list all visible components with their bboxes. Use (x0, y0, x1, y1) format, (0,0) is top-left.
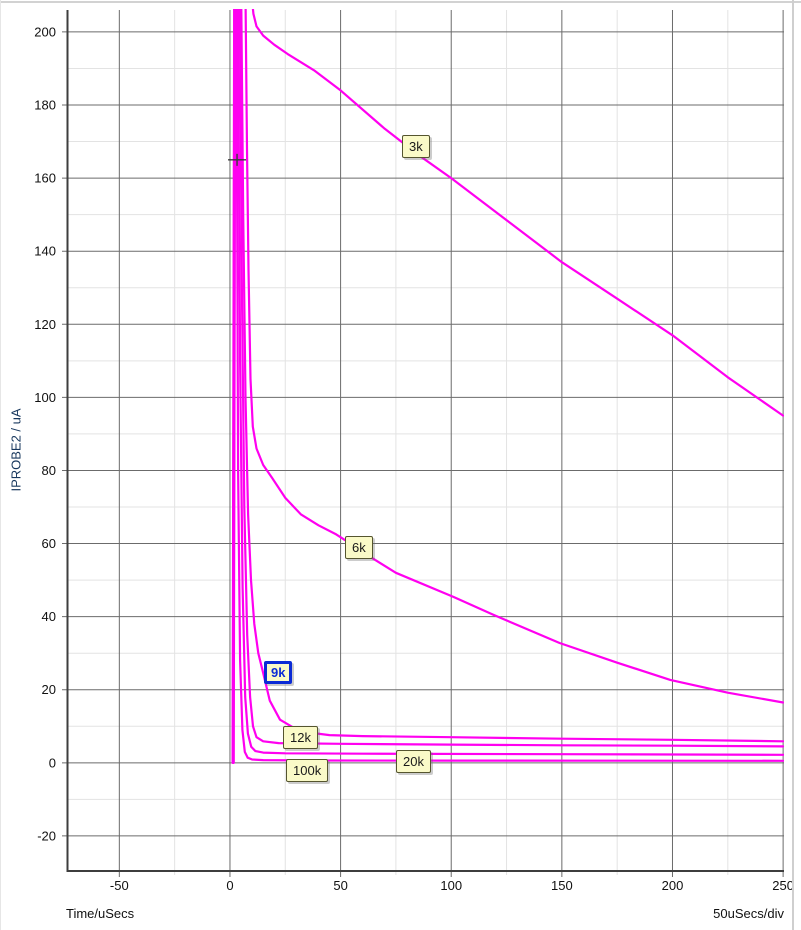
curve-20k[interactable] (232, 0, 784, 764)
curve-label-20k[interactable]: 20k (396, 750, 431, 773)
x-axis-scale-per-div: 50uSecs/div (713, 906, 784, 921)
curve-100k[interactable] (232, 0, 784, 764)
y-axis-title: IPROBE2 / uA (8, 408, 24, 492)
y-tick-label: 120 (34, 317, 56, 332)
curve-label-6k[interactable]: 6k (345, 536, 373, 559)
x-tick-label: 150 (551, 878, 573, 893)
curve-label-9k[interactable]: 9k (264, 661, 293, 684)
y-tick-label: 100 (34, 390, 56, 405)
y-tick-label: 140 (34, 244, 56, 259)
y-tick-label: 180 (34, 98, 56, 113)
x-axis-title: Time/uSecs (66, 906, 135, 921)
curve-3k[interactable] (231, 0, 784, 764)
y-tick-label: 0 (49, 755, 56, 770)
curve-label-3k[interactable]: 3k (402, 135, 430, 158)
y-tick-label: 20 (42, 682, 56, 697)
x-tick-label: -50 (110, 878, 129, 893)
y-tick-label: 160 (34, 171, 56, 186)
y-tick-label: 80 (42, 463, 56, 478)
curves-group[interactable] (231, 0, 784, 764)
curve-12k[interactable] (232, 0, 784, 764)
x-tick-label: 250 (772, 878, 794, 893)
y-tick-label: -20 (37, 828, 56, 843)
curve-label-100k[interactable]: 100k (286, 759, 329, 782)
x-tick-label: 200 (662, 878, 684, 893)
window-border-right (792, 0, 794, 930)
window-border-top (0, 1, 801, 3)
x-tick-label: 100 (440, 878, 462, 893)
x-tick-label: 0 (226, 878, 233, 893)
y-tick-label: 60 (42, 536, 56, 551)
y-tick-label: 200 (34, 24, 56, 39)
y-tick-label: 40 (42, 609, 56, 624)
curve-9k[interactable] (232, 0, 784, 764)
x-tick-label: 50 (333, 878, 347, 893)
curve-label-12k[interactable]: 12k (283, 726, 318, 749)
window-border-left (0, 0, 1, 930)
curve-6k[interactable] (231, 0, 784, 764)
